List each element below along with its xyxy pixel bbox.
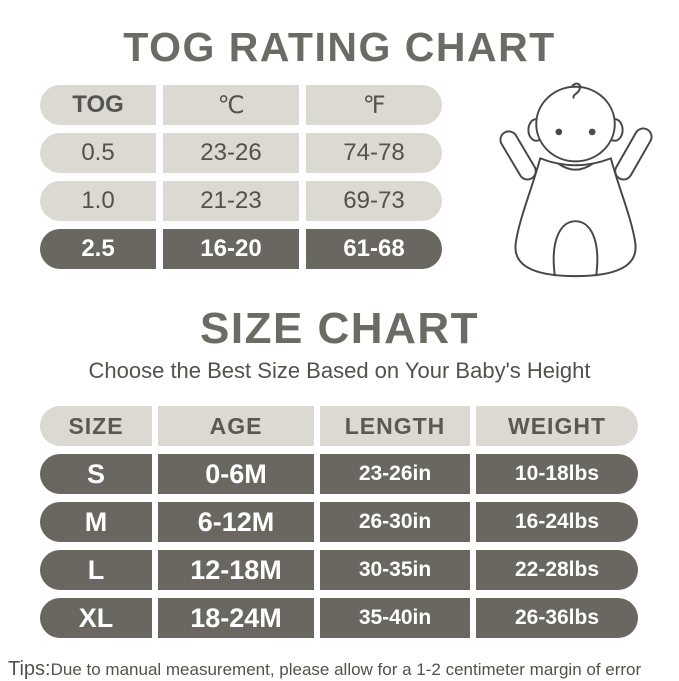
size-header-weight: WEIGHT [476, 406, 638, 446]
tog-table: TOG ℃ ℉ 0.5 23-26 74-78 1.0 21-23 69-73 … [40, 85, 442, 269]
tips-note: Tips:Due to manual measurement, please a… [8, 658, 673, 681]
fahrenheit-range: 74-78 [306, 133, 442, 173]
tog-table-row-highlighted: 2.5 16-20 61-68 [40, 229, 442, 269]
size-value: S [40, 454, 152, 494]
tog-section: TOG ℃ ℉ 0.5 23-26 74-78 1.0 21-23 69-73 … [40, 82, 679, 288]
tog-table-row: 0.5 23-26 74-78 [40, 133, 442, 173]
tips-label: Tips: [8, 658, 51, 680]
tog-value: 2.5 [40, 229, 156, 269]
size-table-row: S 0-6M 23-26in 10-18lbs [40, 454, 638, 494]
baby-icon [499, 82, 653, 278]
weight-range: 22-28lbs [476, 550, 638, 590]
length-range: 26-30in [320, 502, 470, 542]
celsius-range: 23-26 [163, 133, 299, 173]
size-header-size: SIZE [40, 406, 152, 446]
baby-sleep-sack-illustration [480, 75, 672, 288]
weight-range: 26-36lbs [476, 598, 638, 638]
tog-header-tog: TOG [40, 85, 156, 125]
size-table-header-row: SIZE AGE LENGTH WEIGHT [40, 406, 638, 446]
length-range: 23-26in [320, 454, 470, 494]
size-value: M [40, 502, 152, 542]
tog-value: 1.0 [40, 181, 156, 221]
tips-text: Due to manual measurement, please allow … [50, 660, 642, 679]
size-chart-subtitle: Choose the Best Size Based on Your Baby'… [88, 358, 591, 383]
tog-table-row: 1.0 21-23 69-73 [40, 181, 442, 221]
tog-header-celsius: ℃ [163, 85, 299, 125]
weight-range: 16-24lbs [476, 502, 638, 542]
size-table-row: M 6-12M 26-30in 16-24lbs [40, 502, 638, 542]
age-range: 18-24M [158, 598, 314, 638]
celsius-range: 21-23 [163, 181, 299, 221]
fahrenheit-range: 61-68 [306, 229, 442, 269]
size-table-row: L 12-18M 30-35in 22-28lbs [40, 550, 638, 590]
size-header-length: LENGTH [320, 406, 470, 446]
size-chart-title: SIZE CHART [200, 304, 479, 353]
length-range: 35-40in [320, 598, 470, 638]
size-table-row: XL 18-24M 35-40in 26-36lbs [40, 598, 638, 638]
tog-value: 0.5 [40, 133, 156, 173]
tog-header-fahrenheit: ℉ [306, 85, 442, 125]
tog-chart-title: TOG RATING CHART [123, 24, 556, 70]
age-range: 0-6M [158, 454, 314, 494]
weight-range: 10-18lbs [476, 454, 638, 494]
length-range: 30-35in [320, 550, 470, 590]
size-header-age: AGE [158, 406, 314, 446]
age-range: 6-12M [158, 502, 314, 542]
size-value: L [40, 550, 152, 590]
size-table: SIZE AGE LENGTH WEIGHT S 0-6M 23-26in 10… [40, 406, 638, 638]
size-value: XL [40, 598, 152, 638]
age-range: 12-18M [158, 550, 314, 590]
celsius-range: 16-20 [163, 229, 299, 269]
fahrenheit-range: 69-73 [306, 181, 442, 221]
tog-table-header-row: TOG ℃ ℉ [40, 85, 442, 125]
